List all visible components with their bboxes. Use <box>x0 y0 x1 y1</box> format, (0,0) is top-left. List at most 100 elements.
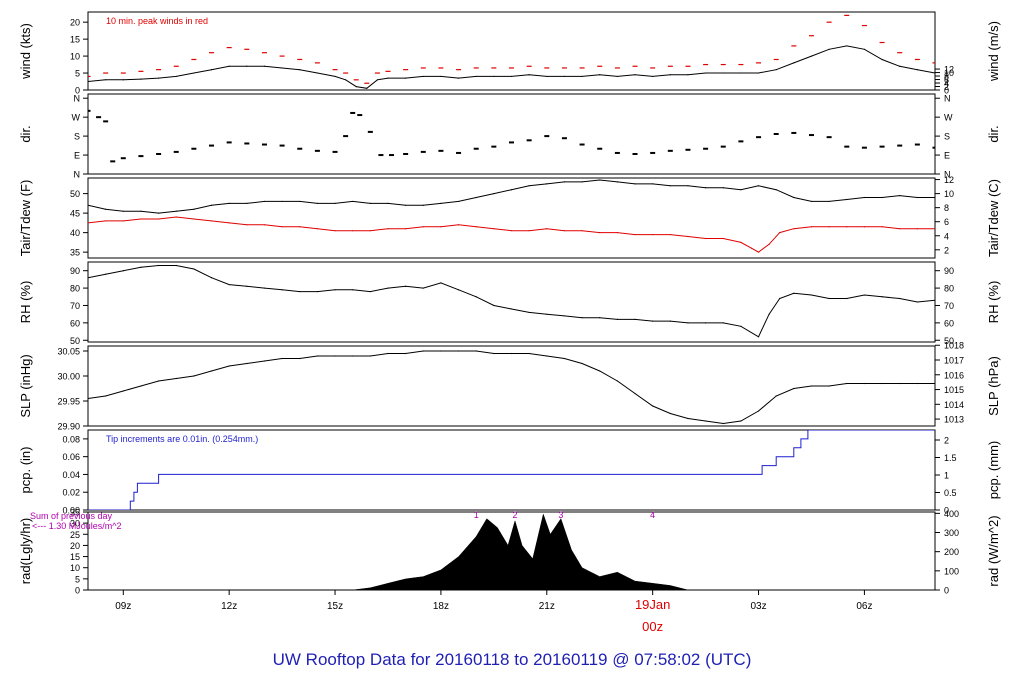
data-point <box>122 220 124 222</box>
data-point <box>263 360 266 362</box>
direction-mark <box>897 144 903 147</box>
data-point <box>768 313 770 315</box>
data-point <box>546 75 548 78</box>
data-point <box>493 193 495 195</box>
data-point <box>246 202 248 204</box>
data-point <box>422 204 424 206</box>
left-tick-label: E <box>74 151 80 161</box>
data-point <box>457 350 460 352</box>
data-point <box>281 67 283 69</box>
data-point <box>899 228 901 230</box>
data-point <box>493 228 495 230</box>
data-point <box>634 233 636 236</box>
direction-mark <box>685 148 691 151</box>
right-tick-label: 10 <box>944 68 954 78</box>
data-point <box>246 65 248 67</box>
data-point <box>528 230 530 232</box>
data-point <box>916 196 918 199</box>
data-point <box>140 218 142 220</box>
data-point <box>528 352 530 355</box>
direction-mark <box>526 139 532 142</box>
data-point <box>546 228 548 230</box>
panel-frame <box>87 429 936 511</box>
data-point <box>863 226 866 228</box>
radiation-area <box>352 513 689 590</box>
data-point <box>299 226 301 228</box>
left-tick-label: 0.06 <box>62 452 80 462</box>
data-point <box>369 230 371 232</box>
left-tick-label: 20 <box>70 18 80 28</box>
right-tick-label: 300 <box>944 528 959 538</box>
data-point <box>652 320 654 322</box>
left-tick-label: 90 <box>70 266 80 276</box>
data-point <box>616 318 618 320</box>
left-tick-label: 10 <box>70 563 80 573</box>
series-rh-0 <box>88 264 935 338</box>
data-point <box>440 75 442 78</box>
data-point <box>281 226 283 228</box>
data-point <box>405 77 407 79</box>
time-tick-label: 03z <box>750 601 766 612</box>
direction-mark <box>438 149 444 152</box>
data-point <box>669 74 671 76</box>
data-point <box>793 62 795 64</box>
data-point <box>345 79 347 81</box>
data-point <box>422 350 424 352</box>
data-point <box>440 226 442 228</box>
data-point <box>934 299 935 301</box>
radiation-marker: 2 <box>513 510 518 520</box>
data-point <box>634 318 636 320</box>
right-tick-label: 2 <box>944 245 949 255</box>
data-point <box>140 78 142 80</box>
data-point <box>705 72 707 74</box>
data-point <box>246 224 248 226</box>
data-point <box>387 77 389 79</box>
data-point <box>281 200 283 203</box>
data-point <box>863 382 866 385</box>
left-axis-label: pcp. (in) <box>18 447 33 494</box>
direction-mark <box>367 130 373 133</box>
left-tick-label: 0 <box>75 586 80 596</box>
data-point <box>828 385 830 387</box>
data-point <box>157 380 160 382</box>
data-point <box>193 268 195 270</box>
data-point <box>881 296 883 298</box>
direction-mark <box>614 151 620 154</box>
right-tick-label: 0 <box>944 86 949 96</box>
data-point <box>669 233 671 236</box>
data-point <box>316 228 318 230</box>
data-point <box>246 285 248 287</box>
data-point <box>352 355 354 357</box>
time-tick-sublabel: 00z <box>642 619 663 634</box>
data-point <box>705 420 707 422</box>
series-slp-0 <box>88 350 935 425</box>
left-tick-label: 50 <box>70 189 80 199</box>
data-point <box>846 198 848 201</box>
data-point <box>528 185 530 187</box>
data-point <box>934 382 935 385</box>
data-point <box>934 196 935 199</box>
panel-frame <box>87 345 936 427</box>
panel-slp: 29.90 29.95 30.00 30.05 1013 1014 1015 1016 1017… <box>18 341 1001 432</box>
left-tick-label: 20 <box>70 541 80 551</box>
data-point <box>599 317 601 319</box>
data-point <box>775 69 777 71</box>
right-axis-label: pcp. (mm) <box>986 441 1001 500</box>
panel-rh: 50 60 70 80 90 50 60 70 80 90 RH (%) RH (%) <box>18 261 1001 346</box>
data-point <box>687 235 689 238</box>
data-point <box>634 392 636 395</box>
data-point <box>779 232 781 234</box>
data-point <box>157 212 160 214</box>
data-point <box>722 237 724 240</box>
direction-mark <box>561 137 567 140</box>
right-tick-label: 8 <box>944 203 949 213</box>
data-point <box>475 296 477 298</box>
data-point <box>793 292 795 294</box>
left-tick-label: 30 <box>70 519 80 529</box>
right-tick-label: 1018 <box>944 341 964 351</box>
direction-mark <box>350 111 356 114</box>
direction-mark <box>332 150 338 153</box>
data-point <box>281 357 283 360</box>
